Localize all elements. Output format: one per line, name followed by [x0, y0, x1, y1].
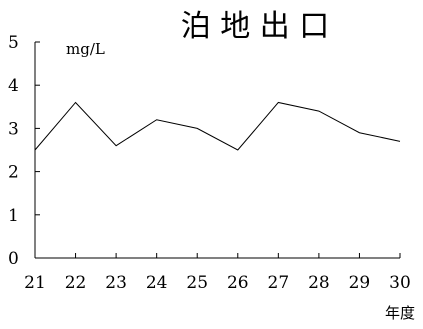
x-tick-label: 24 — [146, 273, 168, 293]
y-tick-label: 5 — [8, 33, 19, 53]
series — [34, 101, 401, 151]
x-tick-label: 27 — [268, 273, 290, 293]
y-tick-labels: 0 1 2 3 4 5 — [8, 33, 19, 269]
x-tick-label: 22 — [65, 273, 87, 293]
y-tick-label: 0 — [8, 249, 19, 269]
series-line — [34, 101, 401, 151]
y-tick-label: 4 — [8, 76, 19, 96]
x-tick-labels: 21 22 23 24 25 26 27 28 29 30 — [24, 273, 411, 293]
x-tick-label: 23 — [105, 273, 127, 293]
x-tick-label: 25 — [186, 273, 208, 293]
y-tick-label: 1 — [8, 206, 19, 226]
x-axis-label: 年度 — [385, 304, 415, 322]
y-tick-label: 2 — [8, 163, 19, 183]
x-tick-label: 29 — [349, 273, 371, 293]
x-tick-label: 21 — [24, 273, 46, 293]
x-tick-label: 30 — [389, 273, 411, 293]
unit-label: mg/L — [66, 40, 105, 58]
axes — [34, 41, 401, 259]
x-tick-label: 28 — [308, 273, 330, 293]
x-tick-label: 26 — [227, 273, 249, 293]
chart-title: 泊 地 出 口 — [181, 9, 330, 44]
y-tick-label: 3 — [8, 119, 19, 139]
